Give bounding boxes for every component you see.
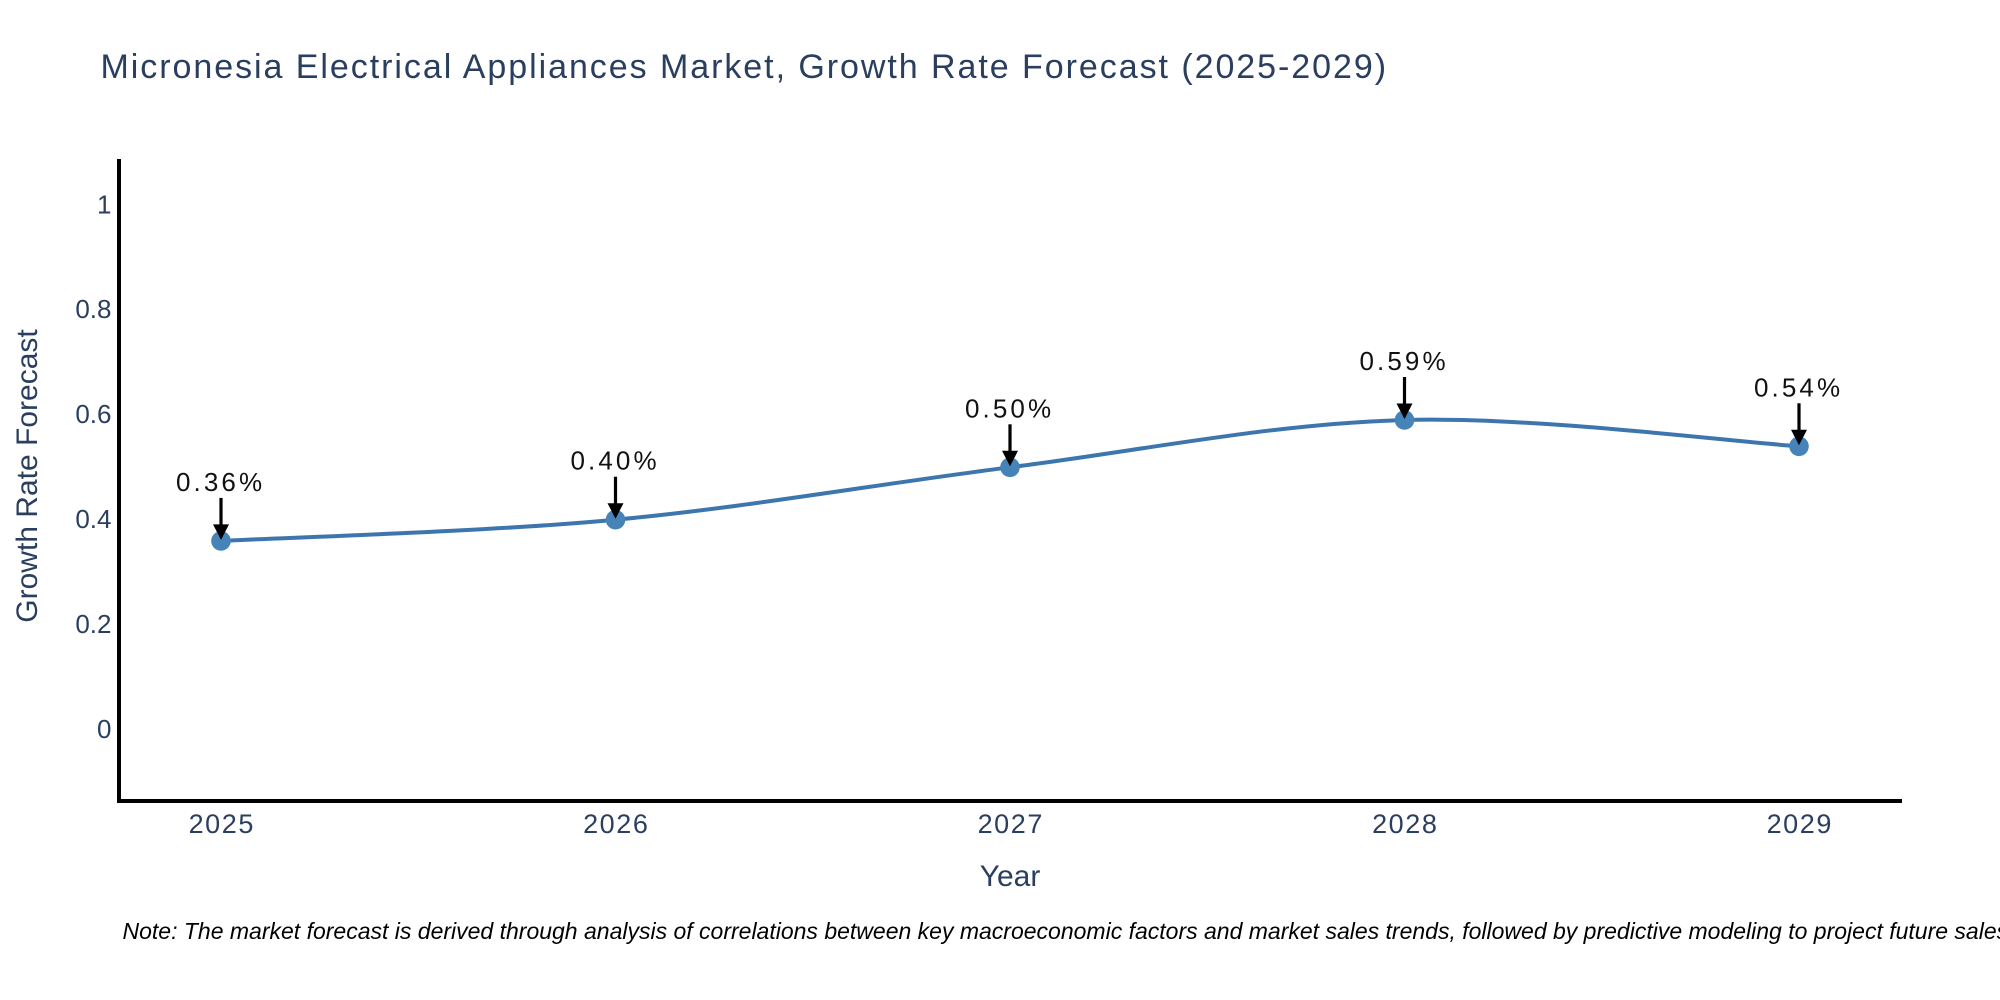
svg-text:0.59%: 0.59% — [1359, 346, 1448, 376]
svg-text:0.8: 0.8 — [75, 294, 111, 324]
svg-text:2028: 2028 — [1372, 809, 1438, 839]
svg-text:0.40%: 0.40% — [570, 446, 659, 476]
svg-text:1: 1 — [97, 189, 111, 219]
svg-text:Growth Rate Forecast: Growth Rate Forecast — [11, 329, 44, 623]
svg-text:Micronesia Electrical Applianc: Micronesia Electrical Appliances Market,… — [101, 48, 1389, 86]
svg-text:0.2: 0.2 — [75, 609, 111, 639]
svg-text:0.36%: 0.36% — [176, 467, 265, 497]
svg-text:Year: Year — [980, 860, 1041, 893]
svg-text:0: 0 — [97, 714, 111, 744]
svg-text:2029: 2029 — [1767, 809, 1833, 839]
svg-text:2026: 2026 — [583, 809, 649, 839]
svg-text:0.6: 0.6 — [75, 399, 111, 429]
svg-text:0.50%: 0.50% — [965, 393, 1054, 423]
svg-text:0.4: 0.4 — [75, 504, 111, 534]
svg-text:0.54%: 0.54% — [1754, 372, 1843, 402]
svg-text:2025: 2025 — [189, 809, 255, 839]
svg-text:2027: 2027 — [978, 809, 1044, 839]
svg-text:Note: The market forecast is d: Note: The market forecast is derived thr… — [123, 918, 2000, 944]
